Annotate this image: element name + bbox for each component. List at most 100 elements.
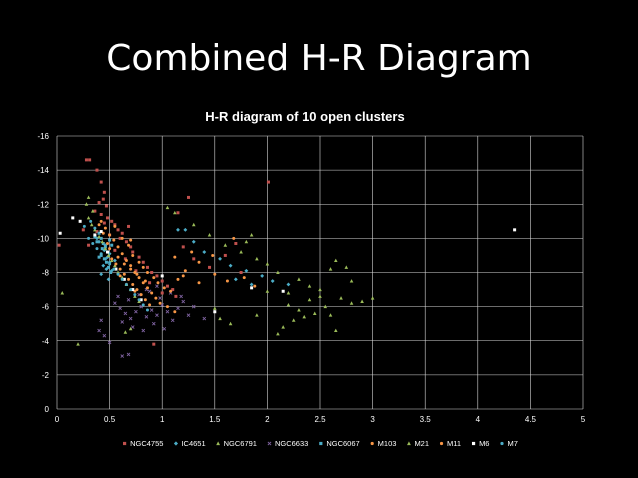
data-points [57, 158, 517, 358]
data-point [281, 289, 285, 293]
data-point [131, 282, 135, 286]
data-point [100, 239, 105, 244]
data-point [176, 211, 180, 215]
data-point [103, 257, 107, 261]
x-tick-label: 1.5 [209, 415, 221, 424]
data-point [104, 204, 108, 208]
x-tick-label: 0 [55, 415, 60, 424]
data-point [148, 303, 152, 307]
data-point [114, 262, 118, 266]
data-point [141, 260, 145, 264]
legend-swatch [500, 441, 504, 446]
data-point [112, 267, 116, 271]
data-point [218, 316, 222, 321]
data-point [286, 291, 291, 295]
data-point [225, 279, 229, 283]
data-point [154, 296, 158, 300]
y-tick-label: -8 [42, 269, 50, 278]
series-m11 [97, 219, 201, 314]
legend-item-ngc4755: NGC4755 [122, 439, 163, 448]
data-point [116, 245, 120, 249]
data-point [108, 247, 112, 251]
data-point [145, 265, 149, 269]
data-point [99, 272, 104, 277]
data-point [108, 233, 112, 237]
data-point [173, 310, 177, 314]
data-point [165, 284, 169, 288]
data-point [103, 226, 107, 230]
legend-label: M103 [378, 439, 397, 448]
data-point [120, 277, 124, 281]
data-point [270, 279, 275, 283]
data-point [100, 247, 104, 251]
data-point [113, 301, 117, 306]
data-point [339, 296, 343, 300]
data-point [108, 238, 112, 242]
data-point [302, 314, 307, 319]
data-point [76, 342, 80, 346]
legend-item-ngc6633: NGC6633 [267, 439, 308, 448]
data-point [128, 326, 133, 331]
data-point [110, 257, 114, 261]
data-point [116, 294, 120, 299]
data-point [213, 306, 217, 310]
data-point [129, 264, 133, 268]
data-point [82, 224, 86, 228]
data-point [93, 209, 97, 213]
data-point [174, 294, 178, 298]
data-point [87, 236, 91, 240]
data-point [84, 158, 88, 162]
data-point [162, 286, 166, 290]
data-point [133, 293, 137, 297]
data-point [171, 288, 175, 292]
data-point [97, 201, 101, 205]
data-point [88, 158, 92, 162]
x-axis-ticks: 0 0.5 1 1.5 2 2.5 3 3.5 4 4.5 5 [55, 415, 586, 424]
data-point [99, 252, 103, 256]
data-point [333, 328, 338, 333]
x-tick-label: 2.5 [314, 415, 326, 424]
data-point [213, 310, 217, 314]
legend-swatch [216, 441, 221, 446]
data-point [101, 263, 106, 268]
data-point [143, 279, 147, 283]
data-point [118, 306, 122, 311]
legend-swatch [122, 441, 127, 446]
legend: NGC4755 IC4651 NGC6791 NGC6633 NGC6067 M103 M2… [122, 439, 518, 448]
data-point [249, 233, 254, 237]
x-tick-label: 3 [370, 415, 375, 424]
data-point [139, 298, 143, 302]
data-point [89, 219, 93, 223]
data-point [192, 257, 196, 261]
data-point [144, 315, 149, 319]
slide-title: Combined H-R Diagram [106, 38, 532, 79]
data-point [135, 272, 139, 276]
data-point [242, 276, 246, 280]
data-point [133, 271, 137, 274]
data-point [307, 297, 312, 302]
legend-item-m21: M21 [407, 439, 429, 448]
data-point [129, 245, 133, 249]
data-point [255, 256, 259, 261]
data-point [113, 248, 117, 252]
data-point [89, 222, 94, 227]
series-ngc6791 [60, 195, 375, 346]
y-tick-label: 0 [45, 405, 50, 414]
data-point [123, 257, 127, 261]
data-point [218, 256, 223, 261]
data-point [228, 321, 233, 326]
x-tick-label: 4 [476, 415, 481, 424]
data-point [105, 241, 109, 245]
data-point [176, 227, 180, 232]
data-point [78, 219, 82, 223]
data-point [90, 209, 95, 213]
data-point [139, 293, 143, 297]
y-tick-label: -6 [42, 303, 50, 312]
data-point [190, 250, 194, 254]
data-point [249, 282, 254, 287]
series-m7 [82, 219, 149, 312]
data-point [191, 239, 196, 244]
data-point [160, 279, 164, 283]
data-point [145, 286, 149, 290]
data-point [265, 262, 270, 266]
